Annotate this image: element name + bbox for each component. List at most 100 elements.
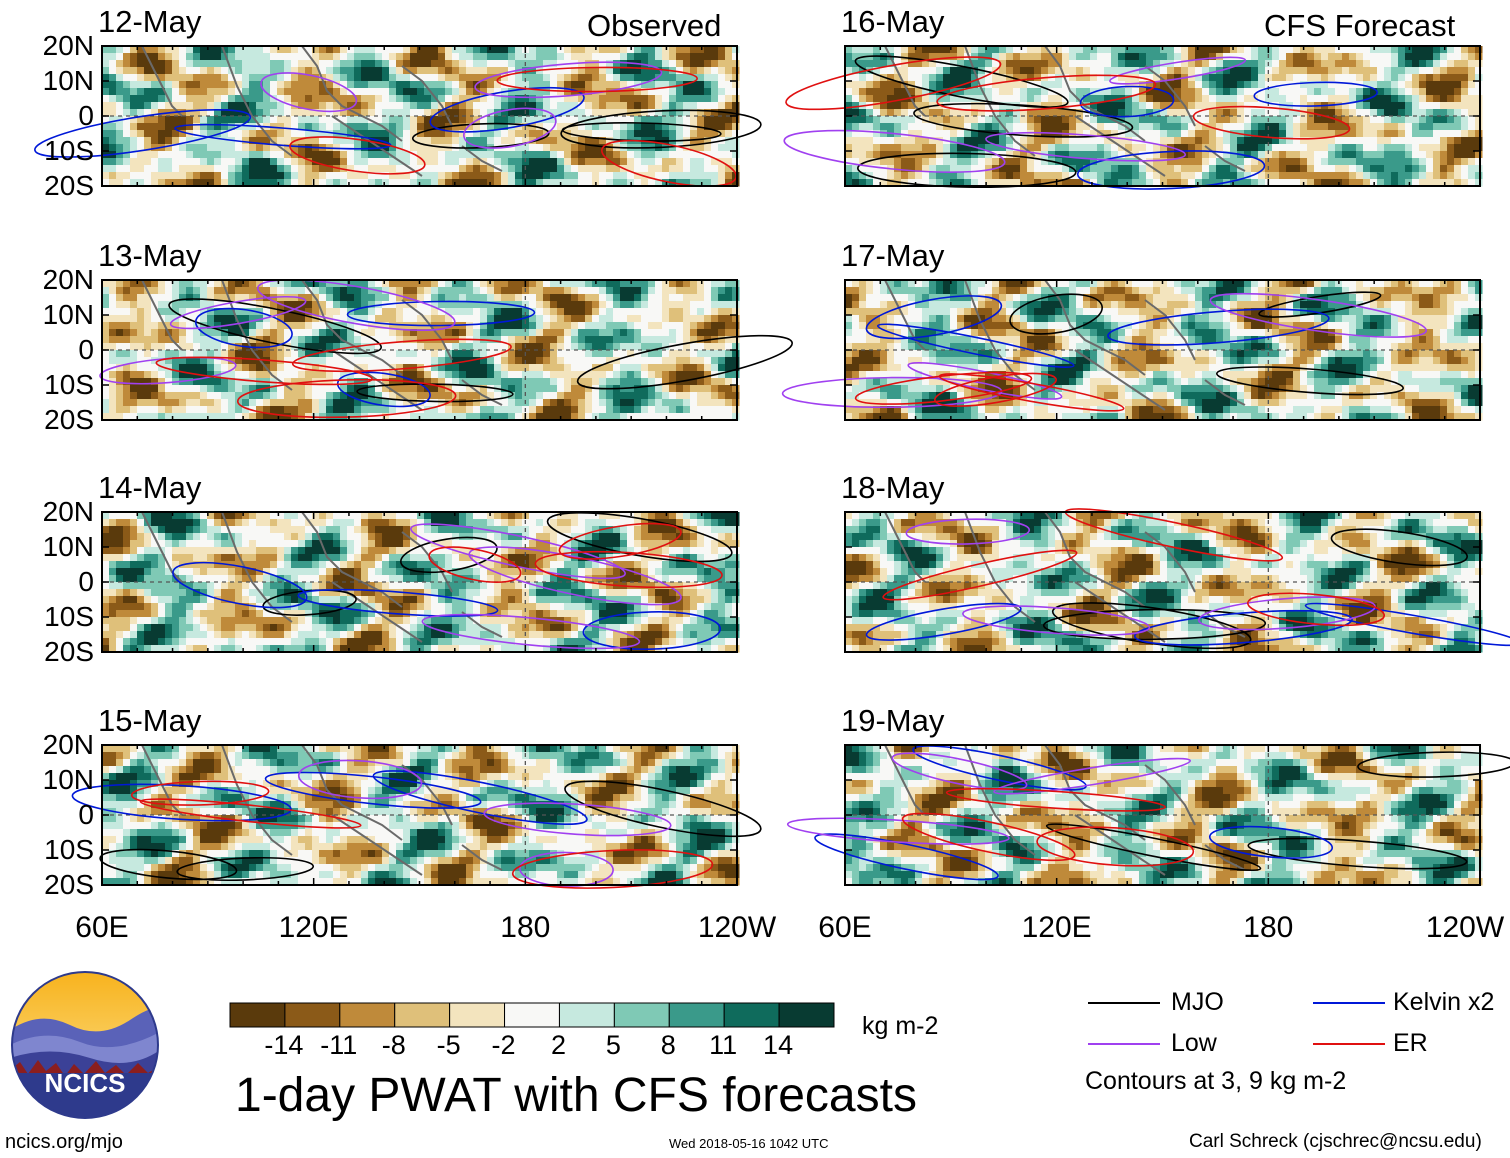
colorbar-swatch xyxy=(394,1002,451,1028)
er-contour xyxy=(936,74,1157,112)
mjo-contour xyxy=(576,334,793,390)
low-contour xyxy=(905,518,1031,545)
map-panel-13-May xyxy=(99,279,793,421)
er-contour xyxy=(291,338,512,373)
lon-label: 60E xyxy=(75,911,129,944)
kelvin-contour xyxy=(876,323,1075,368)
mjo-contour xyxy=(1045,823,1262,872)
lon-label: 120W xyxy=(697,911,777,944)
low-contour xyxy=(993,757,1191,795)
er-contour xyxy=(882,549,1078,601)
colorbar-swatch xyxy=(229,1002,286,1028)
low-contour xyxy=(1109,56,1247,85)
kelvin-contour xyxy=(1107,308,1330,346)
low-contour xyxy=(483,802,672,837)
kelvin-contour xyxy=(1133,609,1353,646)
er-contour xyxy=(496,66,698,93)
er-contour xyxy=(934,372,1057,407)
date-label: 16-May xyxy=(841,4,945,39)
low-contour xyxy=(260,72,358,113)
lat-label: 0 xyxy=(78,100,94,131)
contour-note: Contours at 3, 9 kg m-2 xyxy=(1085,1067,1347,1095)
lat-label: 20S xyxy=(44,636,94,667)
lat-label: 10S xyxy=(44,601,94,632)
map-panel-14-May xyxy=(101,511,740,653)
colorbar-tick: -5 xyxy=(436,1030,461,1060)
legend-swatch-low xyxy=(1088,1043,1160,1045)
kelvin-contour xyxy=(1079,85,1175,118)
legend-label: Low xyxy=(1171,1029,1217,1057)
lon-label: 120E xyxy=(278,911,349,944)
colorbar-tick: 8 xyxy=(660,1030,676,1060)
mjo-contour xyxy=(99,848,238,881)
er-contour xyxy=(945,787,1166,812)
lat-label: 10N xyxy=(42,531,94,562)
mjo-contour xyxy=(176,856,315,882)
kelvin-contour xyxy=(172,561,308,609)
site-url[interactable]: ncics.org/mjo xyxy=(5,1131,123,1153)
low-contour xyxy=(256,279,456,331)
er-contour xyxy=(130,780,270,806)
mjo-contour xyxy=(560,109,762,149)
lat-label: 10N xyxy=(42,299,94,330)
kelvin-contour xyxy=(1304,602,1510,647)
er-contour xyxy=(1246,592,1386,627)
kelvin-contour xyxy=(1076,150,1266,190)
colorbar-tick: 2 xyxy=(550,1030,566,1060)
er-contour xyxy=(854,371,1033,405)
map-panel-19-May xyxy=(786,744,1510,886)
lat-label: 10S xyxy=(44,135,94,166)
date-label: 18-May xyxy=(841,470,945,505)
lon-label: 120E xyxy=(1021,911,1092,944)
colorbar-tick: 5 xyxy=(605,1030,621,1060)
low-contour xyxy=(962,605,1151,636)
legend-swatch-kelvin-x2 xyxy=(1313,1002,1385,1004)
kelvin-contour xyxy=(865,602,1022,641)
mjo-contour xyxy=(1247,837,1468,870)
low-contour xyxy=(891,752,1028,791)
colorbar-swatch xyxy=(504,1002,560,1028)
lat-label: 10N xyxy=(42,65,94,96)
pwat-heatmap xyxy=(102,745,740,886)
low-contour xyxy=(474,61,663,99)
colorbar-tick: -14 xyxy=(264,1030,304,1060)
kelvin-contour xyxy=(297,588,499,617)
lon-label: 180 xyxy=(500,911,551,944)
colorbar-tick: -11 xyxy=(320,1030,358,1060)
low-contour xyxy=(468,546,682,606)
low-contour xyxy=(519,851,614,887)
map-panel-17-May xyxy=(781,279,1483,421)
legend-swatch-er xyxy=(1313,1043,1385,1045)
colorbar-tick: 14 xyxy=(763,1030,794,1060)
map-panel-15-May xyxy=(71,744,762,889)
er-contour xyxy=(558,522,682,560)
kelvin-contour xyxy=(814,833,999,881)
lon-label: 120W xyxy=(1425,911,1505,944)
low-contour xyxy=(783,129,1006,173)
mjo-contour xyxy=(913,102,1134,138)
er-contour xyxy=(901,812,1076,862)
mjo-contour xyxy=(1357,751,1510,778)
low-contour xyxy=(985,131,1187,162)
mjo-contour xyxy=(854,55,1069,108)
kelvin-contour xyxy=(194,307,293,349)
coastlines xyxy=(884,45,1246,177)
date-label: 14-May xyxy=(98,470,202,505)
lat-label: 0 xyxy=(78,799,94,830)
lat-label: 20N xyxy=(42,30,94,61)
lat-label: 0 xyxy=(78,566,94,597)
pwat-heatmap xyxy=(102,46,740,187)
er-contour xyxy=(785,56,1002,111)
date-label: 15-May xyxy=(98,703,202,738)
credit: Carl Schreck (cjschrec@ncsu.edu) xyxy=(1189,1131,1482,1152)
kelvin-contour xyxy=(1253,81,1378,107)
er-contour xyxy=(236,378,457,419)
pwat-heatmap xyxy=(845,512,1483,653)
er-contour xyxy=(428,546,522,583)
mjo-contour xyxy=(1042,608,1267,641)
kelvin-contour xyxy=(865,295,1003,340)
lat-label: 20S xyxy=(44,170,94,201)
kelvin-contour xyxy=(336,371,431,408)
er-contour xyxy=(139,798,362,829)
mjo-contour xyxy=(356,383,514,403)
